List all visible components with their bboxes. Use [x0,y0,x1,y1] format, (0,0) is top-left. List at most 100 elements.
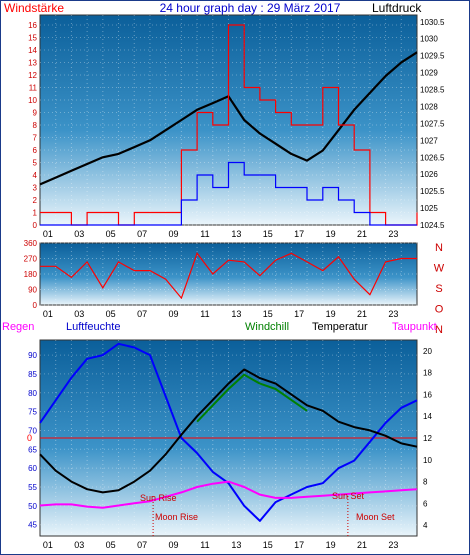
dir-x-tick-23: 23 [388,309,398,319]
humidity-y-tick-50: 50 [28,502,37,511]
legend-windchill: Windchill [245,321,289,333]
legend-taupunkt: Taupunkt [392,321,437,333]
pressure-y-tick-1030: 1030 [420,35,438,44]
series-temperatur [39,368,418,494]
direction-label-o: O [435,304,444,316]
temperature-y-tick-10: 10 [423,456,432,465]
hum-x-tick-05: 05 [106,540,116,550]
wind-y-tick-13: 13 [28,59,37,68]
dir-x-tick-01: 01 [43,309,53,319]
temperature-y-tick-4: 4 [423,521,428,530]
series-windchill [196,373,308,423]
wind-x-tick-11: 11 [200,229,209,239]
wind-direction-grid [40,242,417,306]
dir-x-tick-03: 03 [74,309,84,319]
pressure-y-tick-1027.5: 1027.5 [420,119,445,128]
humidity-y-tick-70: 70 [28,426,37,435]
wind-x-tick-09: 09 [169,229,179,239]
pressure-y-tick-1027: 1027 [420,136,438,145]
temperature-y-tick-8: 8 [423,478,428,487]
humidity-y-tick-65: 65 [28,445,37,454]
sun-rise-label: Sun Rise [140,493,177,503]
humidity-temperature-marks [39,342,418,536]
direction-label-s: S [435,283,442,295]
wind-pressure-axes: 0123456789101112131415161024.510251025.5… [28,18,445,239]
wind-y-tick-2: 2 [33,196,38,205]
dir-x-tick-09: 09 [169,309,179,319]
wind-y-tick-16: 16 [28,21,37,30]
wind-x-tick-15: 15 [263,229,273,239]
wind-y-tick-9: 9 [33,109,38,118]
wind-y-tick-5: 5 [33,159,38,168]
wind-y-tick-15: 15 [28,34,37,43]
wind-y-tick-7: 7 [33,134,38,143]
wind-y-tick-14: 14 [28,46,37,55]
hum-x-tick-01: 01 [43,540,53,550]
dir-y-tick-90: 90 [28,286,37,295]
wind-x-tick-23: 23 [388,229,398,239]
dir-x-tick-21: 21 [357,309,367,319]
dir-x-tick-11: 11 [200,309,209,319]
series-windrichtung [40,252,417,300]
hum-x-tick-19: 19 [326,540,336,550]
wind-y-tick-4: 4 [33,171,38,180]
wind-x-tick-17: 17 [294,229,304,239]
wind-direction-marks [40,252,417,300]
hum-x-tick-03: 03 [74,540,84,550]
humidity-y-tick-85: 85 [28,370,37,379]
wind-pressure-panel: 0123456789101112131415161024.510251025.5… [28,14,445,239]
wind-x-tick-21: 21 [357,229,367,239]
sun-set-label: Sun Set [332,491,365,501]
dir-x-tick-07: 07 [137,309,147,319]
humidity-y-tick-45: 45 [28,521,37,530]
temperature-y-tick-14: 14 [423,412,432,421]
pressure-y-tick-1029.5: 1029.5 [420,52,445,61]
pressure-y-tick-1025: 1025 [420,204,438,213]
wind-y-tick-10: 10 [28,96,37,105]
humidity-temperature-panel: 45 50 55 60 65 70 75 80 85 90 4 6 8 10 12 14 16 18 20 01 03 0… [27,339,432,550]
temperature-y-tick-20: 20 [423,347,432,356]
wind-y-tick-11: 11 [29,84,38,93]
wind-y-tick-12: 12 [28,71,37,80]
series-b-en [40,161,417,226]
wind-pressure-marks [39,24,418,226]
dir-x-tick-15: 15 [263,309,273,319]
wind-x-tick-03: 03 [74,229,84,239]
wind-direction-plot-area [39,242,418,306]
header-title: 24 hour graph day : 29 März 2017 [160,1,341,15]
dir-y-tick-180: 180 [24,270,38,279]
wind-x-tick-19: 19 [326,229,336,239]
series-windst-rke [40,24,418,226]
temperature-y-tick-18: 18 [423,369,432,378]
temperature-y-tick-12: 12 [423,434,432,443]
humidity-temperature-grid [40,340,417,536]
dir-y-tick-270: 270 [24,255,38,264]
wind-y-tick-6: 6 [33,146,38,155]
hum-x-tick-17: 17 [294,540,304,550]
pressure-y-tick-1024.5: 1024.5 [420,221,445,230]
rain-zero-label: 0 [27,433,32,443]
wind-x-tick-13: 13 [231,229,241,239]
pressure-y-tick-1030.5: 1030.5 [420,18,445,27]
hum-x-tick-21: 21 [357,540,367,550]
direction-label-n: N [435,324,443,336]
header-luftdruck: Luftdruck [372,1,422,15]
dir-y-tick-0: 0 [33,301,38,310]
pressure-y-tick-1026: 1026 [420,170,438,179]
humidity-temperature-axes: 45 50 55 60 65 70 75 80 85 90 4 6 8 10 12 14 16 18 20 01 03 0… [27,347,432,550]
dir-x-tick-17: 17 [294,309,304,319]
humidity-y-tick-55: 55 [28,483,37,492]
hum-x-tick-13: 13 [231,540,241,550]
wind-y-tick-3: 3 [33,184,38,193]
hum-x-tick-09: 09 [169,540,179,550]
hum-x-tick-15: 15 [263,540,273,550]
pressure-y-tick-1025.5: 1025.5 [420,187,445,196]
wind-y-tick-1: 1 [33,209,38,218]
temperature-y-tick-16: 16 [423,390,432,399]
pressure-y-tick-1026.5: 1026.5 [420,153,445,162]
series-taupunkt [39,480,418,509]
wind-x-tick-05: 05 [106,229,116,239]
direction-label-w: W [434,263,445,275]
pressure-y-tick-1028: 1028 [420,102,438,111]
